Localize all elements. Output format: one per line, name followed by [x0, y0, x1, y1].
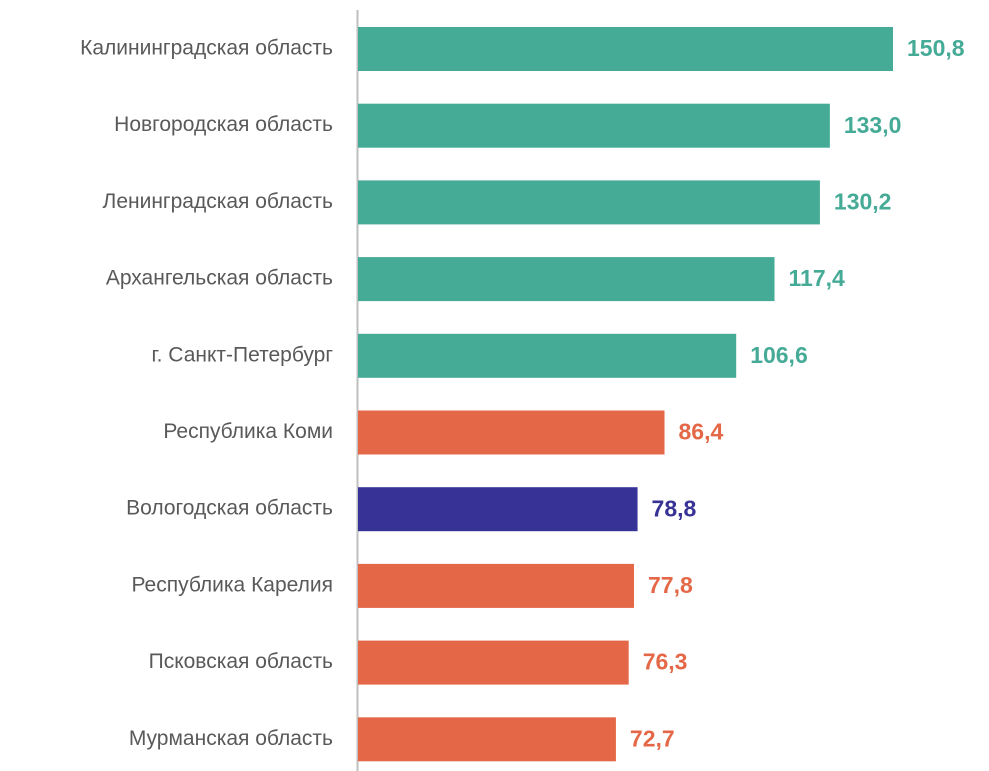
value-label: 77,8	[648, 572, 693, 598]
bar	[358, 410, 665, 455]
bar	[358, 333, 737, 378]
bar	[358, 640, 629, 685]
category-label: Новгородская область	[114, 113, 333, 136]
value-label: 130,2	[834, 188, 892, 214]
category-label: Псковская область	[149, 650, 333, 673]
value-label: 117,4	[789, 265, 845, 291]
category-label: Республика Карелия	[131, 573, 333, 596]
bar	[358, 717, 616, 762]
category-label: Калининградская область	[80, 37, 333, 60]
category-label: Архангельская область	[106, 267, 333, 290]
value-label: 72,7	[630, 725, 675, 751]
bar	[358, 563, 635, 608]
value-label: 76,3	[643, 649, 688, 675]
value-label: 133,0	[844, 112, 902, 138]
category-label: г. Санкт-Петербург	[152, 343, 334, 366]
value-label: 86,4	[679, 419, 724, 445]
bar	[358, 103, 830, 148]
value-label: 106,6	[750, 342, 808, 368]
value-label: 78,8	[652, 495, 697, 521]
bar	[358, 487, 638, 532]
category-label: Ленинградская область	[103, 190, 334, 213]
bar	[358, 257, 775, 302]
category-label: Республика Коми	[163, 420, 333, 443]
category-label: Вологодская область	[126, 497, 333, 520]
category-label: Мурманская область	[129, 727, 333, 750]
bar	[358, 180, 820, 225]
bar	[358, 27, 893, 71]
value-label: 150,8	[907, 35, 965, 61]
